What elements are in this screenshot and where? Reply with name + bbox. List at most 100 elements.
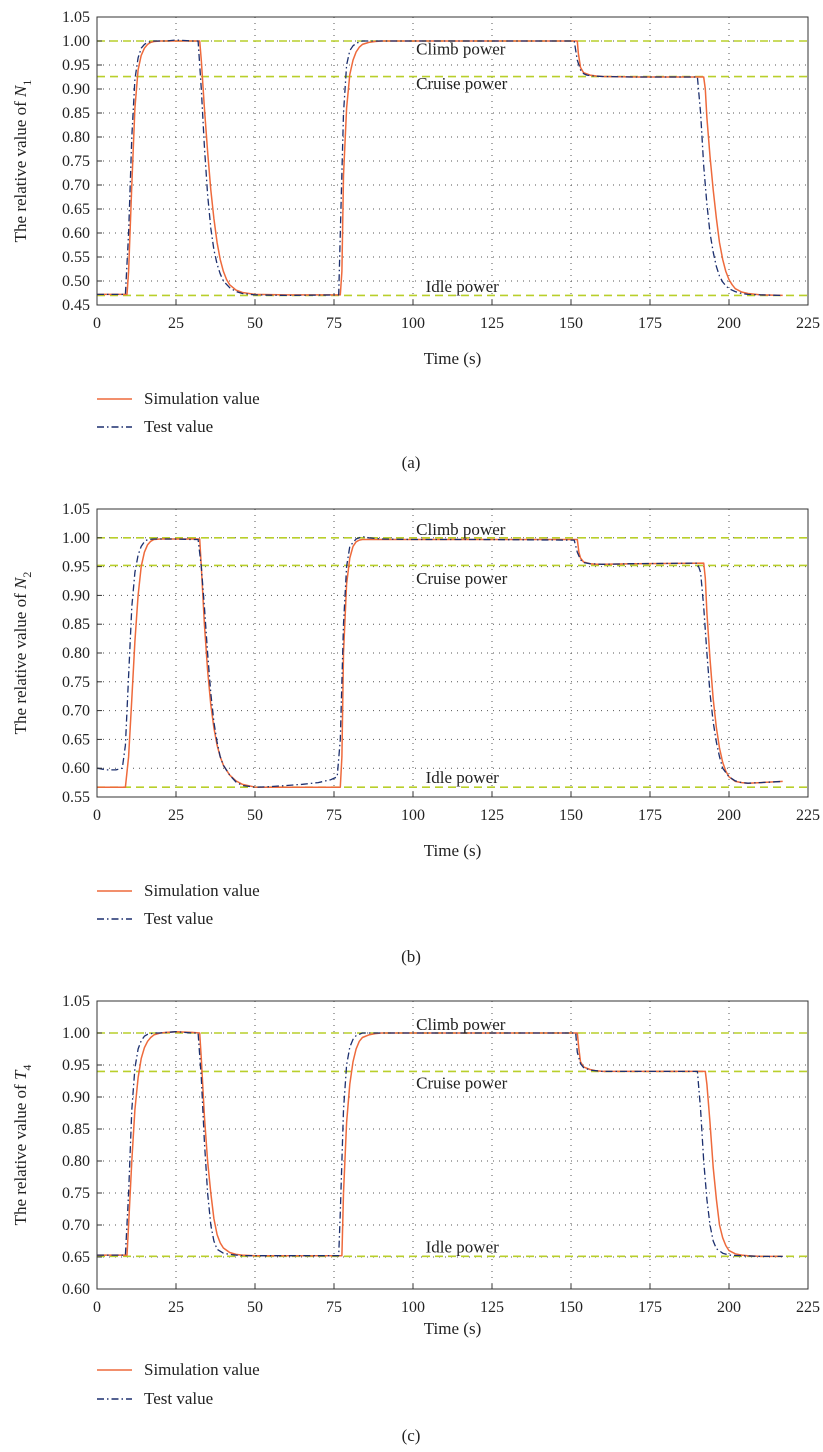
series-line-simulation (97, 538, 783, 788)
x-tick-label: 200 (717, 315, 741, 332)
x-tick-label: 150 (559, 315, 583, 332)
x-axis-label: Time (s) (424, 841, 481, 860)
grid (97, 17, 808, 305)
series-line-test (97, 535, 783, 788)
chart-panel-3: Climb power Cruise power Idle power 0 25 50 75… (11, 993, 820, 1445)
y-tick-label: 0.80 (62, 129, 90, 146)
legend-label: Simulation value (144, 881, 260, 900)
x-tick-label: 200 (717, 1299, 741, 1316)
x-tick-label: 25 (168, 1299, 184, 1316)
y-tick-label: 1.05 (62, 9, 90, 26)
x-tick-label: 75 (326, 315, 342, 332)
y-tick-label: 0.50 (62, 273, 90, 290)
panel-label: (c) (402, 1426, 421, 1445)
y-axis-label: The relative value of T4 (11, 1065, 34, 1226)
y-tick-label: 0.65 (62, 731, 90, 748)
series-line-test (97, 1031, 783, 1258)
x-axis-label: Time (s) (424, 349, 481, 368)
reference-label: Idle power (426, 1238, 500, 1257)
x-tick-label: 25 (168, 807, 184, 824)
grid (97, 1001, 808, 1289)
y-tick-label: 0.75 (62, 674, 90, 691)
panel-label: (b) (401, 947, 421, 966)
x-tick-label: 75 (326, 1299, 342, 1316)
legend-label: Simulation value (144, 1360, 260, 1379)
x-tick-label: 50 (247, 807, 263, 824)
x-tick-label: 225 (796, 315, 820, 332)
y-tick-label: 0.70 (62, 703, 90, 720)
y-tick-label: 0.60 (62, 760, 90, 777)
y-tick-label: 0.80 (62, 1153, 90, 1170)
x-axis-label: Time (s) (424, 1319, 481, 1338)
x-tick-label: 125 (480, 315, 504, 332)
y-tick-label: 0.65 (62, 201, 90, 218)
x-tick-label: 100 (401, 1299, 425, 1316)
y-tick-label: 0.80 (62, 645, 90, 662)
y-axis-label: The relative value of N2 (11, 572, 34, 735)
y-tick-label: 1.00 (62, 33, 90, 50)
y-tick-label: 0.95 (62, 1057, 90, 1074)
panel-label: (a) (402, 453, 421, 472)
legend: Simulation value Test value (97, 881, 260, 928)
y-tick-label: 0.70 (62, 177, 90, 194)
series-line-test (97, 39, 783, 297)
y-tick-label: 0.60 (62, 1281, 90, 1298)
x-tick-label: 0 (93, 315, 101, 332)
legend-label: Test value (144, 909, 213, 928)
y-tick-label: 0.85 (62, 616, 90, 633)
y-tick-label: 0.95 (62, 57, 90, 74)
chart-panel-2: Climb power Cruise power Idle power 0 25 50 75… (11, 501, 820, 966)
x-tick-label: 125 (480, 1299, 504, 1316)
x-tick-label: 125 (480, 807, 504, 824)
reference-label: Climb power (416, 39, 506, 58)
series-group (97, 39, 783, 297)
y-tick-label: 0.95 (62, 559, 90, 576)
legend-label: Simulation value (144, 389, 260, 408)
y-tick-label: 1.05 (62, 993, 90, 1010)
x-tick-label: 0 (93, 807, 101, 824)
x-tick-label: 75 (326, 807, 342, 824)
x-tick-label: 50 (247, 315, 263, 332)
reference-label: Cruise power (416, 74, 507, 93)
y-tick-label: 0.55 (62, 249, 90, 266)
y-tick-label: 0.55 (62, 789, 90, 806)
x-tick-label: 225 (796, 807, 820, 824)
plot-frame (96, 16, 809, 306)
plot-frame (96, 508, 809, 798)
reference-label: Idle power (426, 277, 500, 296)
x-tick-label: 50 (247, 1299, 263, 1316)
x-tick-label: 0 (93, 1299, 101, 1316)
y-tick-label: 1.05 (62, 501, 90, 518)
series-line-simulation (97, 40, 783, 297)
y-tick-label: 0.60 (62, 225, 90, 242)
y-tick-label: 1.00 (62, 1025, 90, 1042)
y-tick-label: 0.85 (62, 105, 90, 122)
y-tick-label: 0.90 (62, 81, 90, 98)
y-tick-label: 0.70 (62, 1217, 90, 1234)
reference-label: Idle power (426, 768, 500, 787)
y-tick-label: 0.45 (62, 297, 90, 314)
x-tick-label: 150 (559, 1299, 583, 1316)
x-tick-label: 150 (559, 807, 583, 824)
legend-label: Test value (144, 417, 213, 436)
legend: Simulation value Test value (97, 389, 260, 436)
legend: Simulation value Test value (97, 1360, 260, 1408)
x-tick-label: 175 (638, 315, 662, 332)
y-tick-label: 0.85 (62, 1121, 90, 1138)
y-tick-label: 1.00 (62, 530, 90, 547)
x-tick-label: 100 (401, 807, 425, 824)
series-group (97, 1030, 783, 1258)
reference-label: Cruise power (416, 1074, 507, 1093)
y-tick-label: 0.90 (62, 1089, 90, 1106)
y-tick-label: 0.65 (62, 1249, 90, 1266)
x-tick-label: 175 (638, 1299, 662, 1316)
series-group (97, 535, 783, 788)
x-tick-label: 25 (168, 315, 184, 332)
reference-label: Climb power (416, 1015, 506, 1034)
y-tick-label: 0.90 (62, 587, 90, 604)
legend-label: Test value (144, 1389, 213, 1408)
y-tick-label: 0.75 (62, 153, 90, 170)
chart-panel-1: Climb power Cruise power Idle power 0 25 50 75… (11, 9, 820, 472)
y-tick-label: 0.75 (62, 1185, 90, 1202)
